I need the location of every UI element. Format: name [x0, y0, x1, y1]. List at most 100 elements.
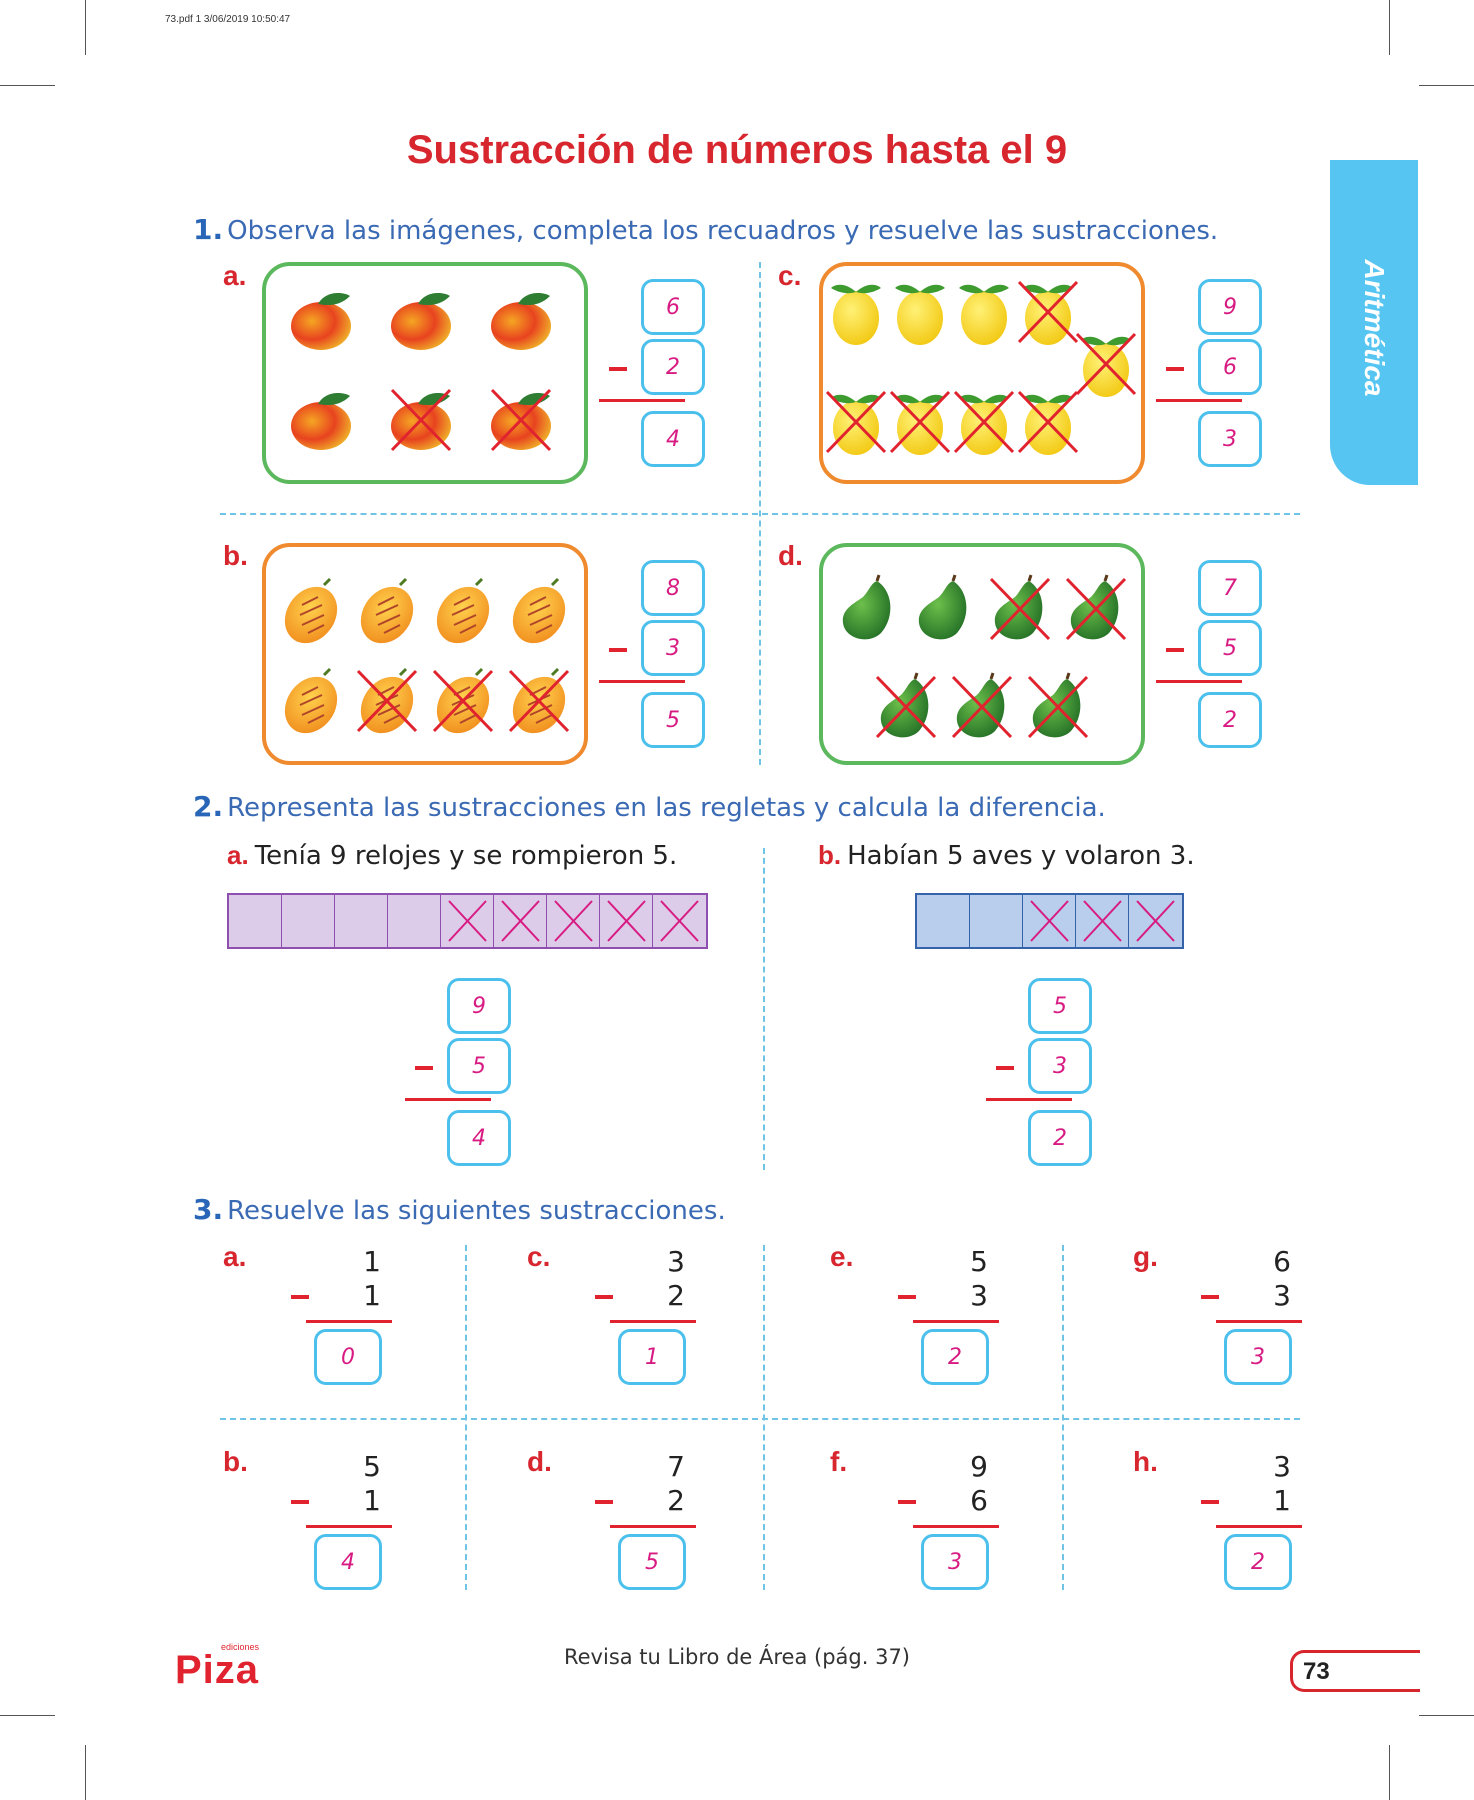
ex3-d-result-line: [610, 1525, 696, 1528]
ex3-e-result-line: [913, 1320, 999, 1323]
ex2-number: 2.: [193, 790, 224, 823]
publisher-logo: ediciones Piza: [175, 1642, 260, 1693]
ex2b-strip-cell: [970, 895, 1023, 947]
ex2a-strip-cell: [547, 895, 600, 947]
ex3-a-result-line: [306, 1320, 392, 1323]
avocado-icon: [842, 574, 891, 640]
ex3-h-result-line: [1216, 1525, 1302, 1528]
fruit-frame: [262, 262, 588, 484]
ex3-c-subtrahend: 2: [667, 1279, 685, 1312]
logo-text: Piza: [175, 1648, 260, 1692]
mango-icon: [390, 388, 452, 452]
crop-mark: [1389, 1745, 1390, 1800]
lemon-icon: [953, 390, 1015, 455]
divider: [763, 848, 765, 1170]
divider: [763, 1245, 765, 1590]
ex3-c-result-line: [610, 1320, 696, 1323]
ex2a-strip: [227, 893, 708, 949]
ex3-f-minus-sign: [898, 1500, 916, 1504]
ex3-d-letter: d.: [527, 1446, 552, 1477]
ex1-instruction-text: Observa las imágenes, completa los recua…: [227, 216, 1219, 246]
lemon-icon: [1017, 280, 1079, 345]
ex1-a-minus-sign: [609, 367, 627, 371]
divider: [465, 1245, 467, 1590]
ex2b-result-line: [986, 1098, 1072, 1101]
lemon-icon: [831, 284, 881, 345]
mango-icon: [391, 293, 451, 350]
cross-mark-icon: [1030, 900, 1069, 942]
avocado-icon: [1027, 672, 1089, 739]
ex1-c-minuend-box: 9: [1198, 279, 1262, 335]
lemon-icon: [1075, 332, 1137, 397]
crop-mark: [1419, 85, 1474, 86]
ex3-d-result-box: 5: [618, 1534, 686, 1590]
ex1-d-minus-sign: [1166, 648, 1184, 652]
ex3-f-subtrahend: 6: [970, 1484, 988, 1517]
ex1-d-result-line: [1156, 680, 1242, 683]
avocado-icon: [951, 672, 1013, 739]
fruit-frame: [819, 262, 1145, 484]
ex2a-strip-cell: [335, 895, 388, 947]
ex3-a-subtrahend: 1: [363, 1279, 381, 1312]
ex3-b-result-line: [306, 1525, 392, 1528]
ex1-a-subtrahend-box: 2: [641, 339, 705, 395]
ex2a-strip-cell: [441, 895, 494, 947]
ex3-b-result-box: 4: [314, 1534, 382, 1590]
avocado-icon: [875, 672, 937, 739]
cross-mark-icon: [554, 900, 593, 942]
ex2b-statement: b. Habían 5 aves y volaron 3.: [818, 840, 1195, 871]
ex2a-strip-cell: [229, 895, 282, 947]
ex3-a-minuend: 1: [363, 1245, 381, 1278]
ex2a-strip-cell: [282, 895, 335, 947]
ex2b-strip: [915, 893, 1184, 949]
ex3-g-result-line: [1216, 1320, 1302, 1323]
ex3-b-subtrahend: 1: [363, 1484, 381, 1517]
ex3-c-minuend: 3: [667, 1245, 685, 1278]
ex1-b-minus-sign: [609, 648, 627, 652]
ex3-h-minuend: 3: [1273, 1450, 1291, 1483]
ex3-b-letter: b.: [223, 1446, 248, 1477]
cross-mark-icon: [660, 900, 699, 942]
lemon-icon: [825, 390, 887, 455]
ex3-e-letter: e.: [830, 1241, 854, 1272]
pepino-icon: [512, 577, 566, 644]
ex1-instruction: 1. Observa las imágenes, completa los rec…: [193, 213, 1218, 246]
ex1-letter: d.: [778, 540, 803, 571]
ex2a-letter: a.: [227, 840, 249, 870]
page-title: Sustracción de números hasta el 9: [406, 128, 1068, 172]
ex1-b-result-box: 5: [641, 692, 705, 748]
ex2a-subtrahend-box: 5: [447, 1038, 511, 1094]
lemon-icon: [889, 390, 951, 455]
logo-small-text: ediciones: [221, 1642, 260, 1652]
ex3-d-minuend: 7: [667, 1450, 685, 1483]
ex2b-strip-cell: [1023, 895, 1076, 947]
lemon-icon: [895, 284, 945, 345]
ex1-d-result-box: 2: [1198, 692, 1262, 748]
ex1-c-result-box: 3: [1198, 411, 1262, 467]
pepino-icon: [284, 667, 338, 734]
crop-mark: [0, 85, 55, 86]
lemon-icon: [959, 284, 1009, 345]
fruit-frame: [819, 543, 1145, 765]
ex2b-result-box: 2: [1028, 1110, 1092, 1166]
ex3-g-result-box: 3: [1224, 1329, 1292, 1385]
ex1-b-minuend-box: 8: [641, 560, 705, 616]
ex2b-subtrahend-box: 3: [1028, 1038, 1092, 1094]
ex1-b-subtrahend-box: 3: [641, 620, 705, 676]
ex3-c-minus-sign: [595, 1295, 613, 1299]
page-number-tab: 73: [1290, 1650, 1420, 1692]
cross-mark-icon: [1136, 900, 1175, 942]
ex3-g-letter: g.: [1133, 1241, 1158, 1272]
mango-icon: [291, 393, 351, 450]
ex2b-strip-cell: [917, 895, 970, 947]
cross-mark-icon: [607, 900, 646, 942]
ex1-a-minuend-box: 6: [641, 279, 705, 335]
ex3-b-minus-sign: [291, 1500, 309, 1504]
ex1-letter: c.: [778, 260, 802, 291]
ex1-letter: a.: [223, 260, 247, 291]
pepino-icon: [356, 667, 418, 734]
cross-mark-icon: [501, 900, 540, 942]
avocado-icon: [1065, 574, 1127, 641]
ex1-d-minuend-box: 7: [1198, 560, 1262, 616]
ex2-instruction-text: Representa las sustracciones en las regl…: [227, 793, 1106, 823]
